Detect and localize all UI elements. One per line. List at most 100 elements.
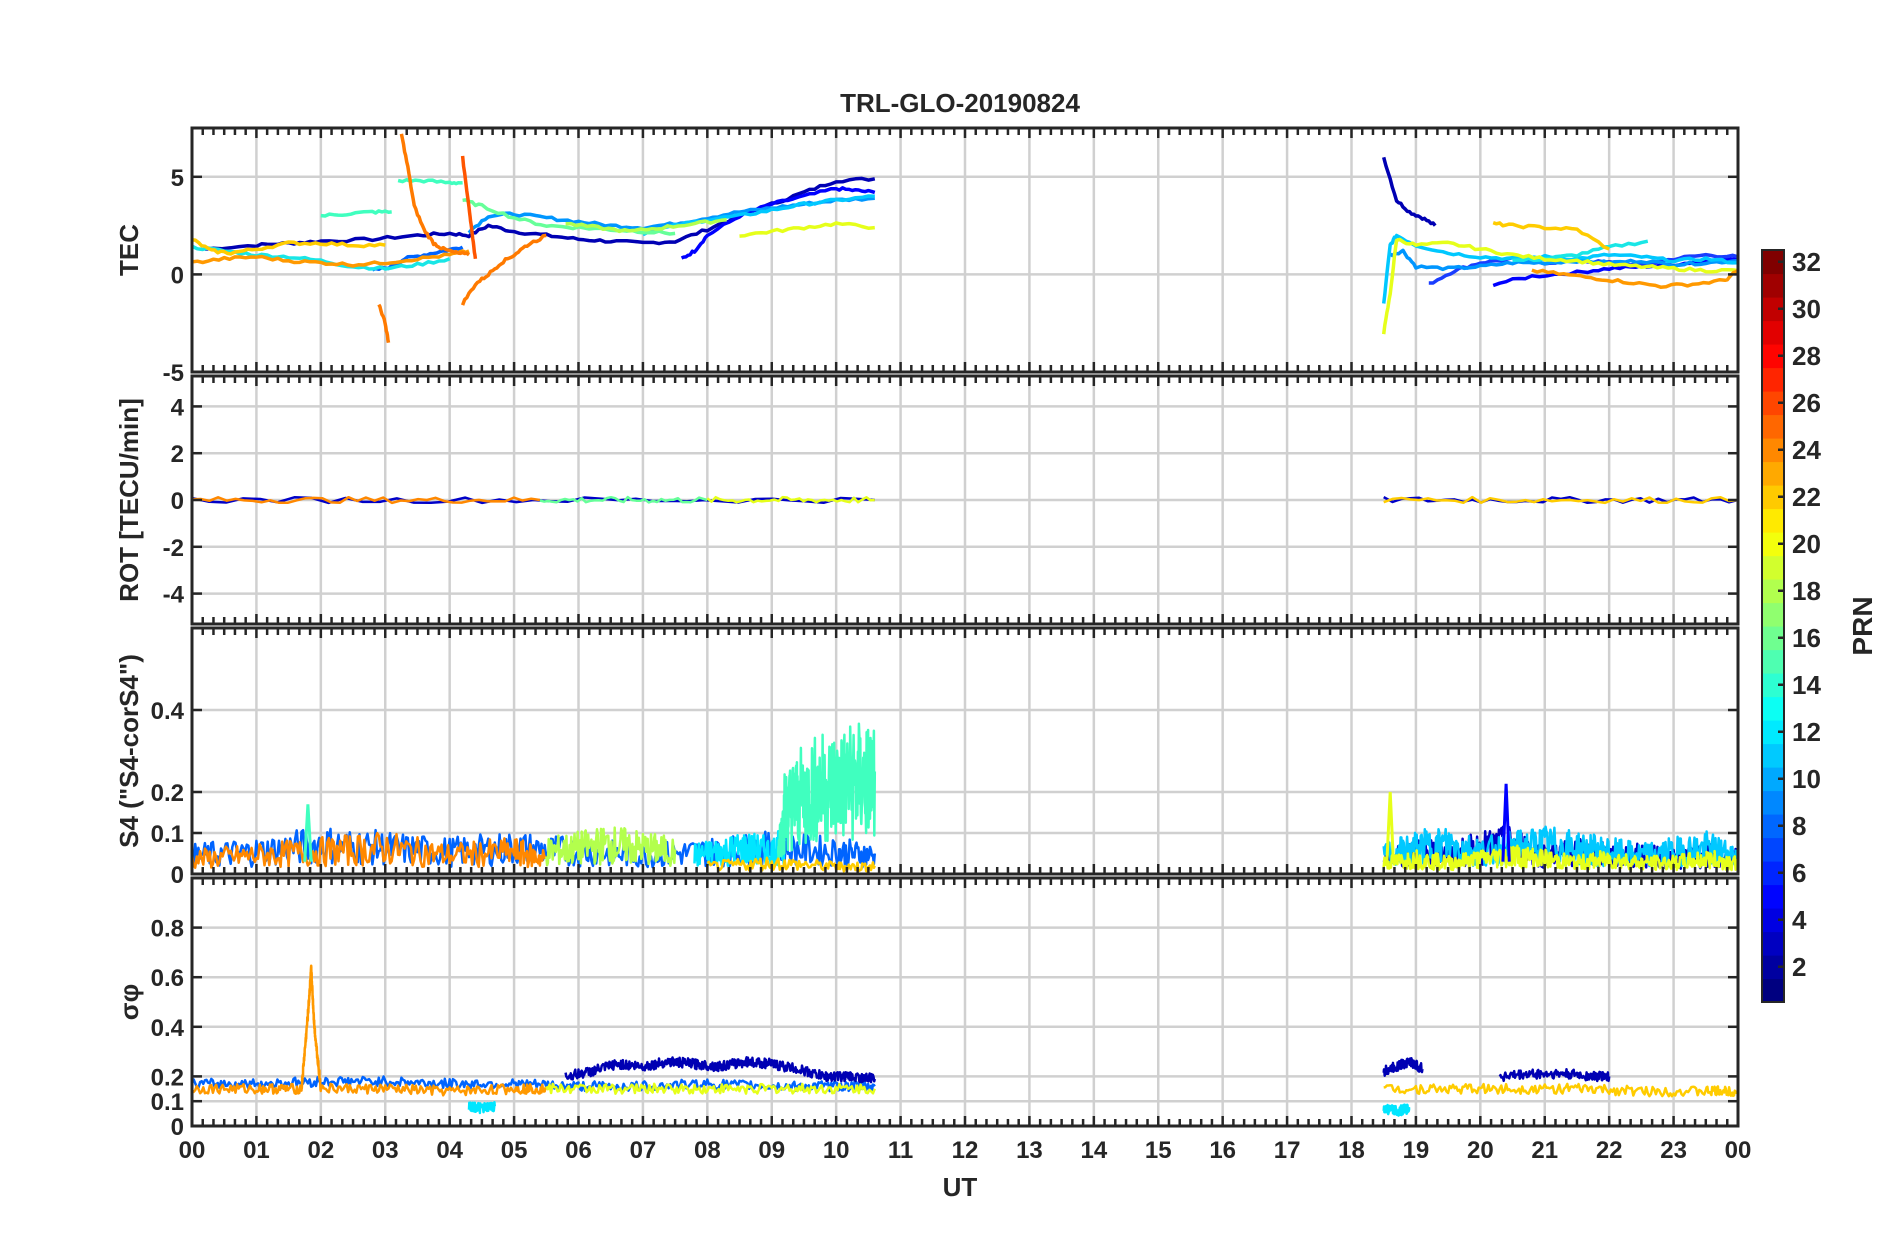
series-line	[1382, 156, 1437, 227]
x-tick-label: 23	[1660, 1137, 1687, 1164]
colorbar-swatch	[1762, 297, 1784, 322]
y-tick-label: 0.4	[151, 1015, 185, 1042]
colorbar-swatch	[1762, 508, 1784, 533]
x-tick-label: 01	[243, 1137, 270, 1164]
x-tick-label: 14	[1080, 1137, 1107, 1164]
series-line	[1492, 221, 1610, 251]
colorbar-swatch	[1762, 626, 1784, 651]
colorbar-tick-label: 8	[1792, 811, 1806, 841]
x-tick-label: 12	[952, 1137, 979, 1164]
colorbar-swatch	[1762, 837, 1784, 862]
colorbar-swatch	[1762, 461, 1784, 486]
series-line	[467, 1100, 497, 1115]
colorbar-swatch	[1762, 320, 1784, 345]
panel-tec-data	[192, 133, 1738, 344]
colorbar-tick-label: 10	[1792, 764, 1821, 794]
series-line	[1382, 825, 1738, 869]
x-tick-label: 00	[1725, 1137, 1752, 1164]
colorbar-tick-label: 18	[1792, 576, 1821, 606]
y-tick-label: -4	[163, 582, 185, 609]
colorbar-swatch	[1762, 955, 1784, 980]
colorbar-tick-label: 26	[1792, 388, 1821, 418]
colorbar-swatch	[1762, 602, 1784, 627]
colorbar-tick-label: 2	[1792, 952, 1806, 982]
y-tick-label: 0.2	[151, 1064, 184, 1091]
series-line	[1382, 1056, 1424, 1077]
colorbar-swatch	[1762, 884, 1784, 909]
colorbar-swatch	[1762, 532, 1784, 557]
series-line	[1381, 237, 1738, 335]
y-axis-label: σφ	[114, 984, 144, 1020]
y-tick-label: 2	[171, 441, 184, 468]
colorbar-swatch	[1762, 649, 1784, 674]
y-tick-label: 0.6	[151, 965, 184, 992]
x-tick-label: 21	[1531, 1137, 1558, 1164]
y-tick-label: 0	[171, 262, 184, 289]
colorbar-swatch	[1762, 391, 1784, 416]
colorbar-swatch	[1762, 861, 1784, 886]
colorbar-tick-label: 32	[1792, 247, 1821, 277]
colorbar-swatch	[1762, 767, 1784, 792]
series-line	[192, 237, 386, 256]
series-line	[192, 831, 548, 869]
colorbar-swatch	[1762, 720, 1784, 745]
series-line	[460, 233, 547, 306]
chart-title: TRL-GLO-20190824	[840, 88, 1080, 118]
x-tick-label: 02	[307, 1137, 334, 1164]
series-line	[564, 1056, 877, 1084]
y-tick-label: 0.2	[151, 780, 184, 807]
colorbar-swatch	[1762, 414, 1784, 439]
y-tick-label: 0.4	[151, 698, 185, 725]
x-tick-label: 22	[1596, 1137, 1623, 1164]
colorbar-swatch	[1762, 273, 1784, 298]
series-line	[1512, 239, 1649, 263]
x-tick-label: 19	[1403, 1137, 1430, 1164]
x-tick-label: 03	[372, 1137, 399, 1164]
series-line	[192, 495, 541, 505]
x-tick-label: 17	[1274, 1137, 1301, 1164]
series-line	[192, 964, 548, 1097]
panel-tec: -5 0 5 TEC	[114, 126, 1740, 387]
x-tick-label: 06	[565, 1137, 592, 1164]
colorbar-swatch	[1762, 367, 1784, 392]
colorbar-swatch	[1762, 579, 1784, 604]
x-tick-label: 11	[888, 1137, 913, 1164]
colorbar-swatch	[1762, 485, 1784, 510]
series-line	[776, 722, 877, 867]
series-line	[565, 217, 727, 234]
x-tick-label: 15	[1145, 1137, 1172, 1164]
colorbar-swatch	[1762, 743, 1784, 768]
y-tick-label: 0	[171, 1114, 184, 1141]
colorbar-swatch	[1762, 438, 1784, 463]
x-tick-label: 08	[694, 1137, 721, 1164]
y-tick-label: 0.1	[151, 821, 184, 848]
colorbar-tick-label: 24	[1792, 435, 1821, 465]
x-axis-label: UT	[943, 1172, 978, 1202]
y-axis-label: S4 ("S4-corS4")	[114, 654, 144, 848]
x-tick-label: 13	[1016, 1137, 1043, 1164]
y-tick-label: 0.1	[151, 1089, 184, 1116]
colorbar-tick-label: 16	[1792, 623, 1821, 653]
colorbar-swatch	[1762, 790, 1784, 815]
series-line	[399, 133, 471, 257]
colorbar-frame	[1761, 249, 1785, 1003]
y-tick-label: 4	[171, 394, 185, 421]
series-line	[377, 303, 391, 344]
y-tick-label: -5	[163, 360, 184, 387]
series-line	[320, 209, 392, 218]
colorbar-swatch	[1762, 978, 1784, 1003]
series-line	[539, 495, 708, 504]
y-tick-label: 5	[171, 165, 184, 192]
series-line	[680, 186, 876, 260]
series-line	[462, 198, 676, 236]
series-line	[192, 249, 470, 268]
panel-sigma: 00.10.2 0.4 0.6 0.8 σφ	[114, 876, 1740, 1141]
colorbar-label: PRN	[1847, 596, 1878, 655]
colorbar-tick-label: 30	[1792, 294, 1821, 324]
y-axis-label: TEC	[114, 224, 144, 276]
colorbar-swatch	[1762, 344, 1784, 369]
y-tick-label: 0	[171, 488, 184, 515]
series-spike	[303, 804, 313, 862]
x-tick-label: 10	[823, 1137, 850, 1164]
